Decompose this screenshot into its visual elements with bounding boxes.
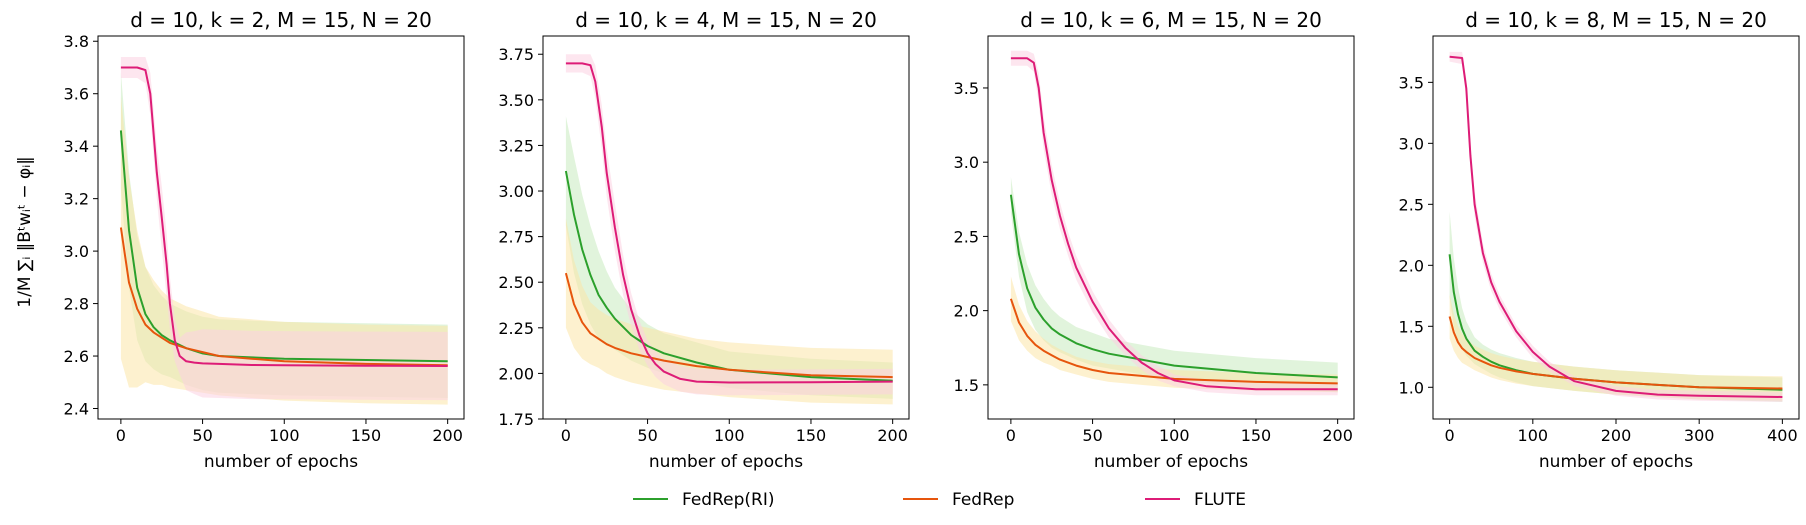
x-tick-label: 100 [269, 426, 300, 445]
series-line-flute [1010, 57, 1338, 391]
y-tick-label: 2.0 [954, 302, 979, 321]
y-tick-label: 2.8 [64, 295, 89, 314]
band-fedrep [1449, 294, 1783, 401]
y-tick-label: 3.5 [954, 79, 979, 98]
panel-title: d = 10, k = 2, M = 15, N = 20 [130, 8, 432, 32]
x-axis-label: number of epochs [1539, 452, 1693, 472]
band-fedrep [120, 96, 448, 405]
y-tick-label: 3.0 [64, 242, 89, 261]
legend-label-fedrep: FedRep [952, 490, 1014, 510]
legend-label-fedrep-ri: FedRep(RI) [682, 490, 775, 510]
x-tick-label: 0 [561, 426, 571, 445]
plot-frame [542, 35, 910, 420]
panel-title: d = 10, k = 8, M = 15, N = 20 [1465, 8, 1767, 32]
y-tick-label: 2.75 [498, 228, 534, 247]
x-tick-label: 0 [1445, 426, 1455, 445]
y-tick-label: 2.00 [498, 364, 534, 383]
x-tick-label: 150 [796, 426, 827, 445]
x-tick-label: 50 [192, 426, 212, 445]
band-flute [1449, 51, 1783, 402]
y-tick-label: 3.50 [498, 91, 534, 110]
x-tick-label: 300 [1684, 426, 1715, 445]
y-tick-label: 3.6 [64, 85, 89, 104]
series-line-fedrep-ri [119, 130, 448, 363]
legend-label-flute: FLUTE [1194, 490, 1246, 510]
y-tick-label: 3.5 [1399, 73, 1424, 92]
x-tick-label: 200 [877, 426, 908, 445]
y-tick-label: 3.25 [498, 136, 534, 155]
x-tick-label: 150 [351, 426, 382, 445]
y-tick-label: 3.8 [64, 32, 89, 51]
y-tick-label: 1.5 [954, 376, 979, 395]
y-tick-label: 2.6 [64, 347, 89, 366]
series-line-flute [565, 62, 893, 384]
x-tick-label: 200 [1601, 426, 1632, 445]
series-line-fedrep [1448, 316, 1783, 390]
y-tick-label: 3.4 [64, 137, 89, 156]
x-tick-label: 150 [1241, 426, 1272, 445]
x-tick-label: 0 [116, 426, 126, 445]
y-tick-label: 3.2 [64, 190, 89, 209]
panel-title: d = 10, k = 6, M = 15, N = 20 [1020, 8, 1322, 32]
y-tick-label: 1.0 [1399, 378, 1424, 397]
x-axis-label: number of epochs [204, 452, 358, 472]
subplot-k2: d = 10, k = 2, M = 15, N = 20 0 50 100 150 20… [64, 8, 465, 472]
y-tick-label: 2.5 [1399, 195, 1424, 214]
y-tick-label: 3.00 [498, 182, 534, 201]
x-axis-label: number of epochs [649, 452, 803, 472]
y-axis-label: 1/M ∑ᵢ ‖Bᵗwᵢᵗ − φᵢ‖ [15, 156, 35, 307]
series-line-fedrep-ri [1009, 194, 1338, 379]
y-tick-label: 1.5 [1399, 317, 1424, 336]
series-line-fedrep [564, 272, 893, 379]
x-tick-label: 50 [1082, 426, 1102, 445]
band-flute [1010, 50, 1338, 396]
band-fedrep-ri [1010, 177, 1338, 393]
y-tick-label: 1.75 [498, 410, 534, 429]
subplot-k8: d = 10, k = 8, M = 15, N = 20 0 100 200 300 4… [1399, 8, 1800, 472]
band-fedrep [1010, 276, 1338, 393]
subplot-k6: d = 10, k = 6, M = 15, N = 20 0 50 100 150 20… [954, 8, 1355, 472]
x-tick-label: 200 [432, 426, 463, 445]
x-tick-label: 400 [1767, 426, 1798, 445]
band-flute [565, 54, 893, 396]
plot-frame [987, 35, 1355, 420]
subplot-k4: d = 10, k = 4, M = 15, N = 20 0 50 100 150 20… [498, 8, 910, 472]
x-tick-label: 100 [1159, 426, 1190, 445]
y-tick-label: 3.0 [1399, 134, 1424, 153]
y-tick-label: 2.4 [64, 400, 89, 419]
plot-frame [97, 35, 465, 420]
y-tick-label: 2.25 [498, 319, 534, 338]
x-tick-label: 0 [1006, 426, 1016, 445]
x-axis-label: number of epochs [1094, 452, 1248, 472]
y-tick-label: 2.50 [498, 273, 534, 292]
x-tick-label: 100 [1518, 426, 1549, 445]
x-tick-label: 200 [1322, 426, 1353, 445]
x-tick-label: 50 [637, 426, 657, 445]
y-tick-label: 3.75 [498, 45, 534, 64]
y-tick-label: 3.0 [954, 153, 979, 172]
series-line-flute [1449, 55, 1783, 398]
x-tick-label: 100 [714, 426, 745, 445]
panel-title: d = 10, k = 4, M = 15, N = 20 [575, 8, 877, 32]
legend: FedRep(RI) FedRep FLUTE [633, 490, 1246, 510]
y-tick-label: 2.0 [1399, 256, 1424, 275]
series-line-fedrep [119, 227, 448, 367]
series-line-flute [120, 66, 448, 367]
y-tick-label: 2.5 [954, 227, 979, 246]
